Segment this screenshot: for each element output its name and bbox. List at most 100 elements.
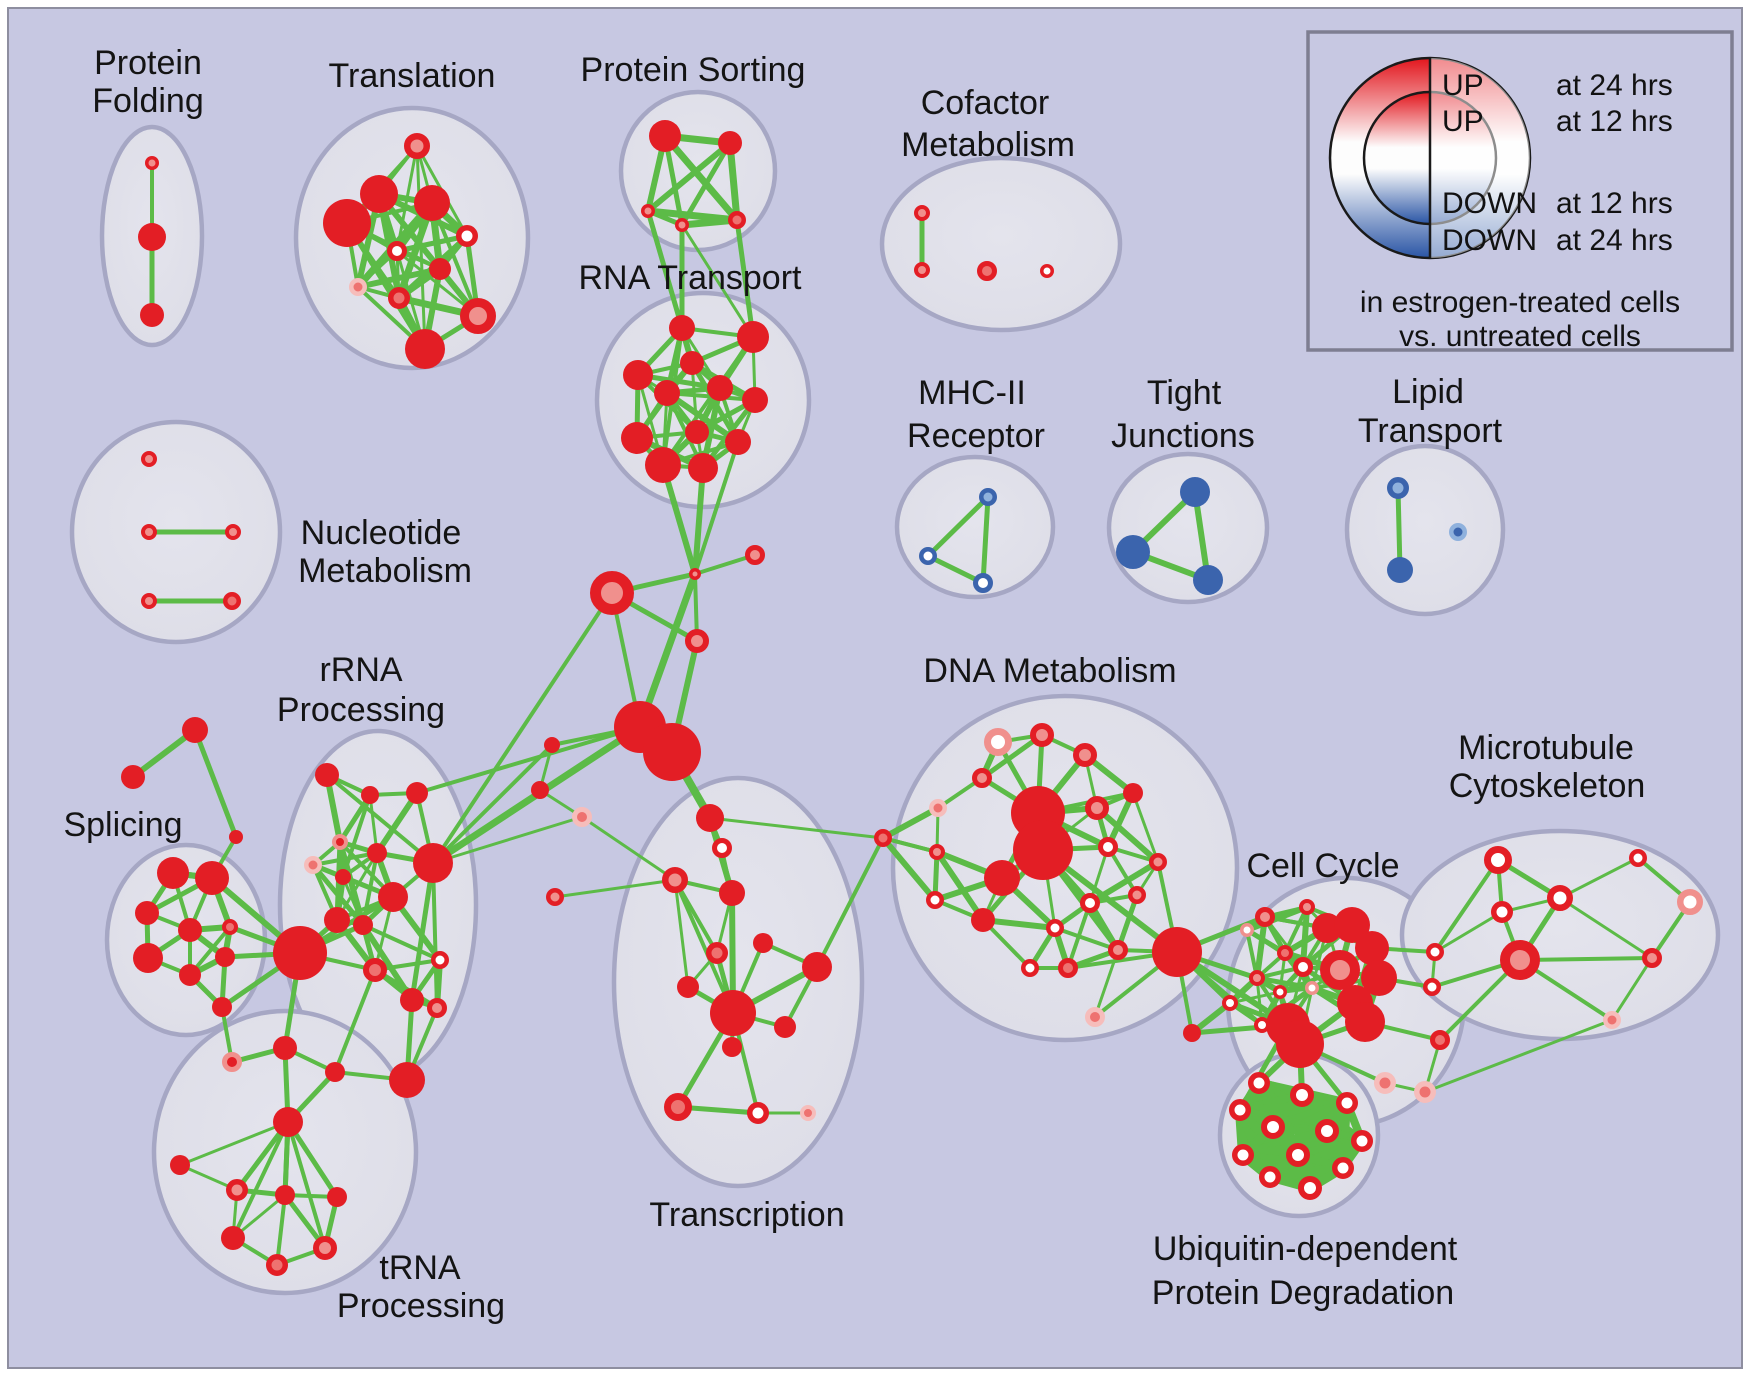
node-tight-junctions-1 bbox=[1116, 535, 1150, 569]
connector-node-Y0 bbox=[1430, 1030, 1450, 1050]
legend-direction-0: UP bbox=[1442, 69, 1484, 102]
connector-node-G1 bbox=[531, 781, 549, 799]
node-cofactor-metabolism-0 bbox=[914, 205, 930, 221]
cluster-ellipse-lipid-transport bbox=[1344, 443, 1506, 617]
legend-time-3: at 24 hrs bbox=[1556, 224, 1673, 257]
connector-node-X2 bbox=[1423, 978, 1441, 996]
node-ubiquitin-degradation-2 bbox=[1336, 1092, 1358, 1114]
node-rrna-processing-4 bbox=[304, 856, 322, 874]
node-rrna-processing-14 bbox=[427, 998, 447, 1018]
network-nodes bbox=[121, 120, 1703, 1276]
legend-time-2: at 12 hrs bbox=[1556, 187, 1673, 220]
legend: UP at 24 hrs UP at 12 hrs DOWN at 12 hrs DOWN a… bbox=[1306, 30, 1734, 353]
node-rna-transport-7 bbox=[685, 420, 709, 444]
node-translation-5 bbox=[387, 241, 407, 261]
cluster-label-mhc-ii-receptor-line1: Receptor bbox=[907, 417, 1045, 455]
node-transcription-1 bbox=[712, 838, 732, 858]
node-protein-sorting-2 bbox=[641, 204, 655, 218]
node-microtubule-cytoskeleton-3 bbox=[1500, 940, 1540, 980]
node-dna-metabolism-19 bbox=[1108, 940, 1128, 960]
node-dna-metabolism-0 bbox=[984, 728, 1012, 756]
cluster-label-trna-processing-line1: Processing bbox=[337, 1287, 505, 1325]
node-ubiquitin-degradation-8 bbox=[1286, 1143, 1310, 1167]
node-dna-metabolism-11 bbox=[984, 860, 1020, 896]
legend-footer-line0: in estrogen-treated cells bbox=[1360, 286, 1680, 319]
connector-node-T3 bbox=[229, 830, 243, 844]
node-dna-metabolism-17 bbox=[1128, 886, 1146, 904]
node-cell-cycle-8 bbox=[1355, 931, 1389, 965]
node-lipid-transport-2 bbox=[1449, 523, 1467, 541]
connector-node-SH bbox=[273, 926, 327, 980]
node-trna-processing-7 bbox=[275, 1185, 295, 1205]
cluster-label-nucleotide-metabolism-line1: Metabolism bbox=[298, 552, 472, 590]
cluster-label-tight-junctions-line1: Junctions bbox=[1111, 417, 1255, 455]
node-microtubule-cytoskeleton-0 bbox=[1484, 846, 1512, 874]
cluster-ellipse-transcription bbox=[611, 775, 865, 1189]
node-translation-3 bbox=[414, 185, 450, 221]
node-splicing-5 bbox=[133, 943, 163, 973]
node-cell-cycle-10 bbox=[1320, 950, 1360, 990]
cluster-label-cell-cycle-line0: Cell Cycle bbox=[1246, 847, 1399, 885]
connector-node-c1 bbox=[689, 568, 701, 580]
node-dna-metabolism-16 bbox=[1080, 893, 1100, 913]
node-protein-folding-2 bbox=[140, 303, 164, 327]
node-splicing-1 bbox=[195, 861, 229, 895]
node-splicing-0 bbox=[157, 857, 189, 889]
node-transcription-8 bbox=[677, 976, 699, 998]
node-splicing-7 bbox=[215, 947, 235, 967]
node-protein-sorting-1 bbox=[718, 131, 742, 155]
legend-direction-3: DOWN bbox=[1442, 224, 1537, 257]
node-cell-cycle-9 bbox=[1361, 960, 1397, 996]
node-cofactor-metabolism-1 bbox=[914, 262, 930, 278]
node-trna-processing-5 bbox=[170, 1155, 190, 1175]
node-cell-cycle-7 bbox=[1334, 907, 1370, 943]
node-cofactor-metabolism-2 bbox=[977, 261, 997, 281]
node-splicing-6 bbox=[179, 964, 201, 986]
node-cell-cycle-17 bbox=[1240, 923, 1254, 937]
node-rna-transport-0 bbox=[669, 315, 695, 341]
node-nucleotide-metabolism-3 bbox=[141, 593, 157, 609]
connector-node-Y2 bbox=[1414, 1081, 1436, 1103]
node-trna-processing-9 bbox=[221, 1226, 245, 1250]
connector-node-X1 bbox=[1426, 943, 1444, 961]
node-dna-metabolism-6 bbox=[1085, 796, 1109, 820]
legend-direction-1: UP bbox=[1442, 105, 1484, 138]
cluster-ellipse-microtubule-cytoskeleton bbox=[1399, 828, 1721, 1042]
node-ubiquitin-degradation-7 bbox=[1232, 1144, 1254, 1166]
node-cell-cycle-5 bbox=[1293, 957, 1313, 977]
connector-node-T2 bbox=[121, 765, 145, 789]
node-rrna-processing-2 bbox=[406, 782, 428, 804]
legend-time-0: at 24 hrs bbox=[1556, 69, 1673, 102]
node-trna-processing-6 bbox=[226, 1179, 248, 1201]
node-cofactor-metabolism-3 bbox=[1040, 264, 1054, 278]
node-microtubule-cytoskeleton-6 bbox=[1642, 948, 1662, 968]
node-cell-cycle-19 bbox=[1273, 985, 1287, 999]
cluster-label-protein-folding-line0: Protein bbox=[94, 44, 202, 82]
node-dna-metabolism-12 bbox=[1098, 837, 1118, 857]
node-cell-cycle-15 bbox=[1222, 995, 1238, 1011]
node-rrna-processing-3 bbox=[332, 834, 348, 850]
node-cell-cycle-1 bbox=[1255, 907, 1275, 927]
node-transcription-14 bbox=[800, 1105, 816, 1121]
node-microtubule-cytoskeleton-7 bbox=[1603, 1011, 1621, 1029]
node-rrna-processing-11 bbox=[431, 951, 449, 969]
node-splicing-3 bbox=[178, 918, 202, 942]
node-rrna-processing-10 bbox=[353, 915, 373, 935]
cluster-label-dna-metabolism-line0: DNA Metabolism bbox=[923, 652, 1176, 690]
node-trna-processing-4 bbox=[273, 1107, 303, 1137]
node-rna-transport-11 bbox=[688, 453, 718, 483]
node-translation-0 bbox=[404, 133, 430, 159]
node-rna-transport-5 bbox=[742, 387, 768, 413]
node-nucleotide-metabolism-4 bbox=[223, 592, 241, 610]
node-mhc-ii-receptor-0 bbox=[979, 488, 997, 506]
node-protein-folding-1 bbox=[138, 223, 166, 251]
node-dna-metabolism-2 bbox=[1073, 743, 1097, 767]
node-transcription-3 bbox=[546, 888, 564, 906]
node-dna-metabolism-18 bbox=[1046, 919, 1064, 937]
node-tight-junctions-2 bbox=[1193, 565, 1223, 595]
legend-direction-2: DOWN bbox=[1442, 187, 1537, 220]
connector-node-G2 bbox=[572, 807, 592, 827]
cluster-label-ubiquitin-degradation-line1: Protein Degradation bbox=[1152, 1274, 1454, 1312]
node-trna-processing-3 bbox=[389, 1062, 425, 1098]
